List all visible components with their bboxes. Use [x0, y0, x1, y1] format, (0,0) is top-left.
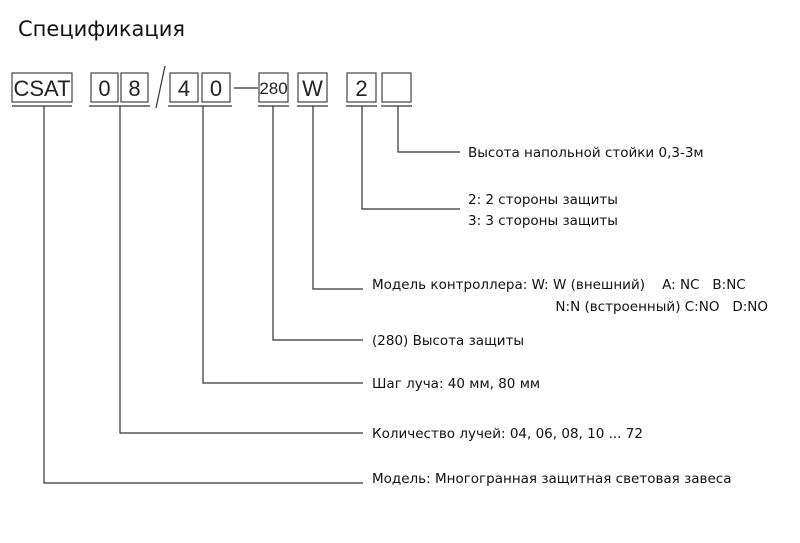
label-sides-3: 3: 3 стороны защиты: [468, 213, 618, 229]
code-pitch-digit-2: 0: [210, 76, 222, 101]
code-sides-box: 2: [346, 72, 377, 107]
label-controller-line-1: Модель контроллера: W: W (внешний) A: NC…: [372, 277, 746, 293]
code-sides: 2: [355, 76, 367, 101]
leader-height: [272, 106, 363, 341]
slash-separator: [155, 65, 166, 109]
label-count: Количество лучей: 04, 06, 08, 10 ... 72: [372, 426, 643, 442]
code-model-box: CSAT: [11, 72, 73, 107]
code-count-digit-2: 8: [128, 76, 140, 101]
leader-count: [119, 106, 363, 434]
label-height: (280) Высота защиты: [372, 333, 524, 349]
leader-stand: [397, 106, 460, 153]
leader-pitch: [202, 106, 363, 384]
label-model: Модель: Многогранная защитная световая з…: [372, 471, 732, 487]
leader-model: [43, 106, 363, 484]
code-pitch-digit-1: 4: [178, 76, 190, 101]
code-height: 280: [259, 79, 287, 98]
code-count-digit-1: 0: [98, 76, 110, 101]
code-controller-box: W: [297, 72, 328, 107]
leader-controller: [312, 106, 363, 290]
code-stand-box: [381, 72, 412, 107]
code-count-box: 0 8: [89, 72, 150, 107]
code-pitch-box: 4 0: [168, 72, 232, 107]
code-model: CSAT: [13, 76, 70, 101]
label-controller-line-2: N:N (встроенный) C:NO D:NO: [555, 299, 768, 315]
label-sides-2: 2: 2 стороны защиты: [468, 192, 618, 208]
leader-sides: [361, 106, 460, 210]
label-pitch: Шаг луча: 40 мм, 80 мм: [372, 376, 540, 392]
code-controller: W: [302, 76, 323, 101]
code-height-box: 280: [258, 72, 289, 107]
page-title: Спецификация: [18, 17, 185, 41]
label-stand: Высота напольной стойки 0,3-3м: [468, 145, 704, 161]
